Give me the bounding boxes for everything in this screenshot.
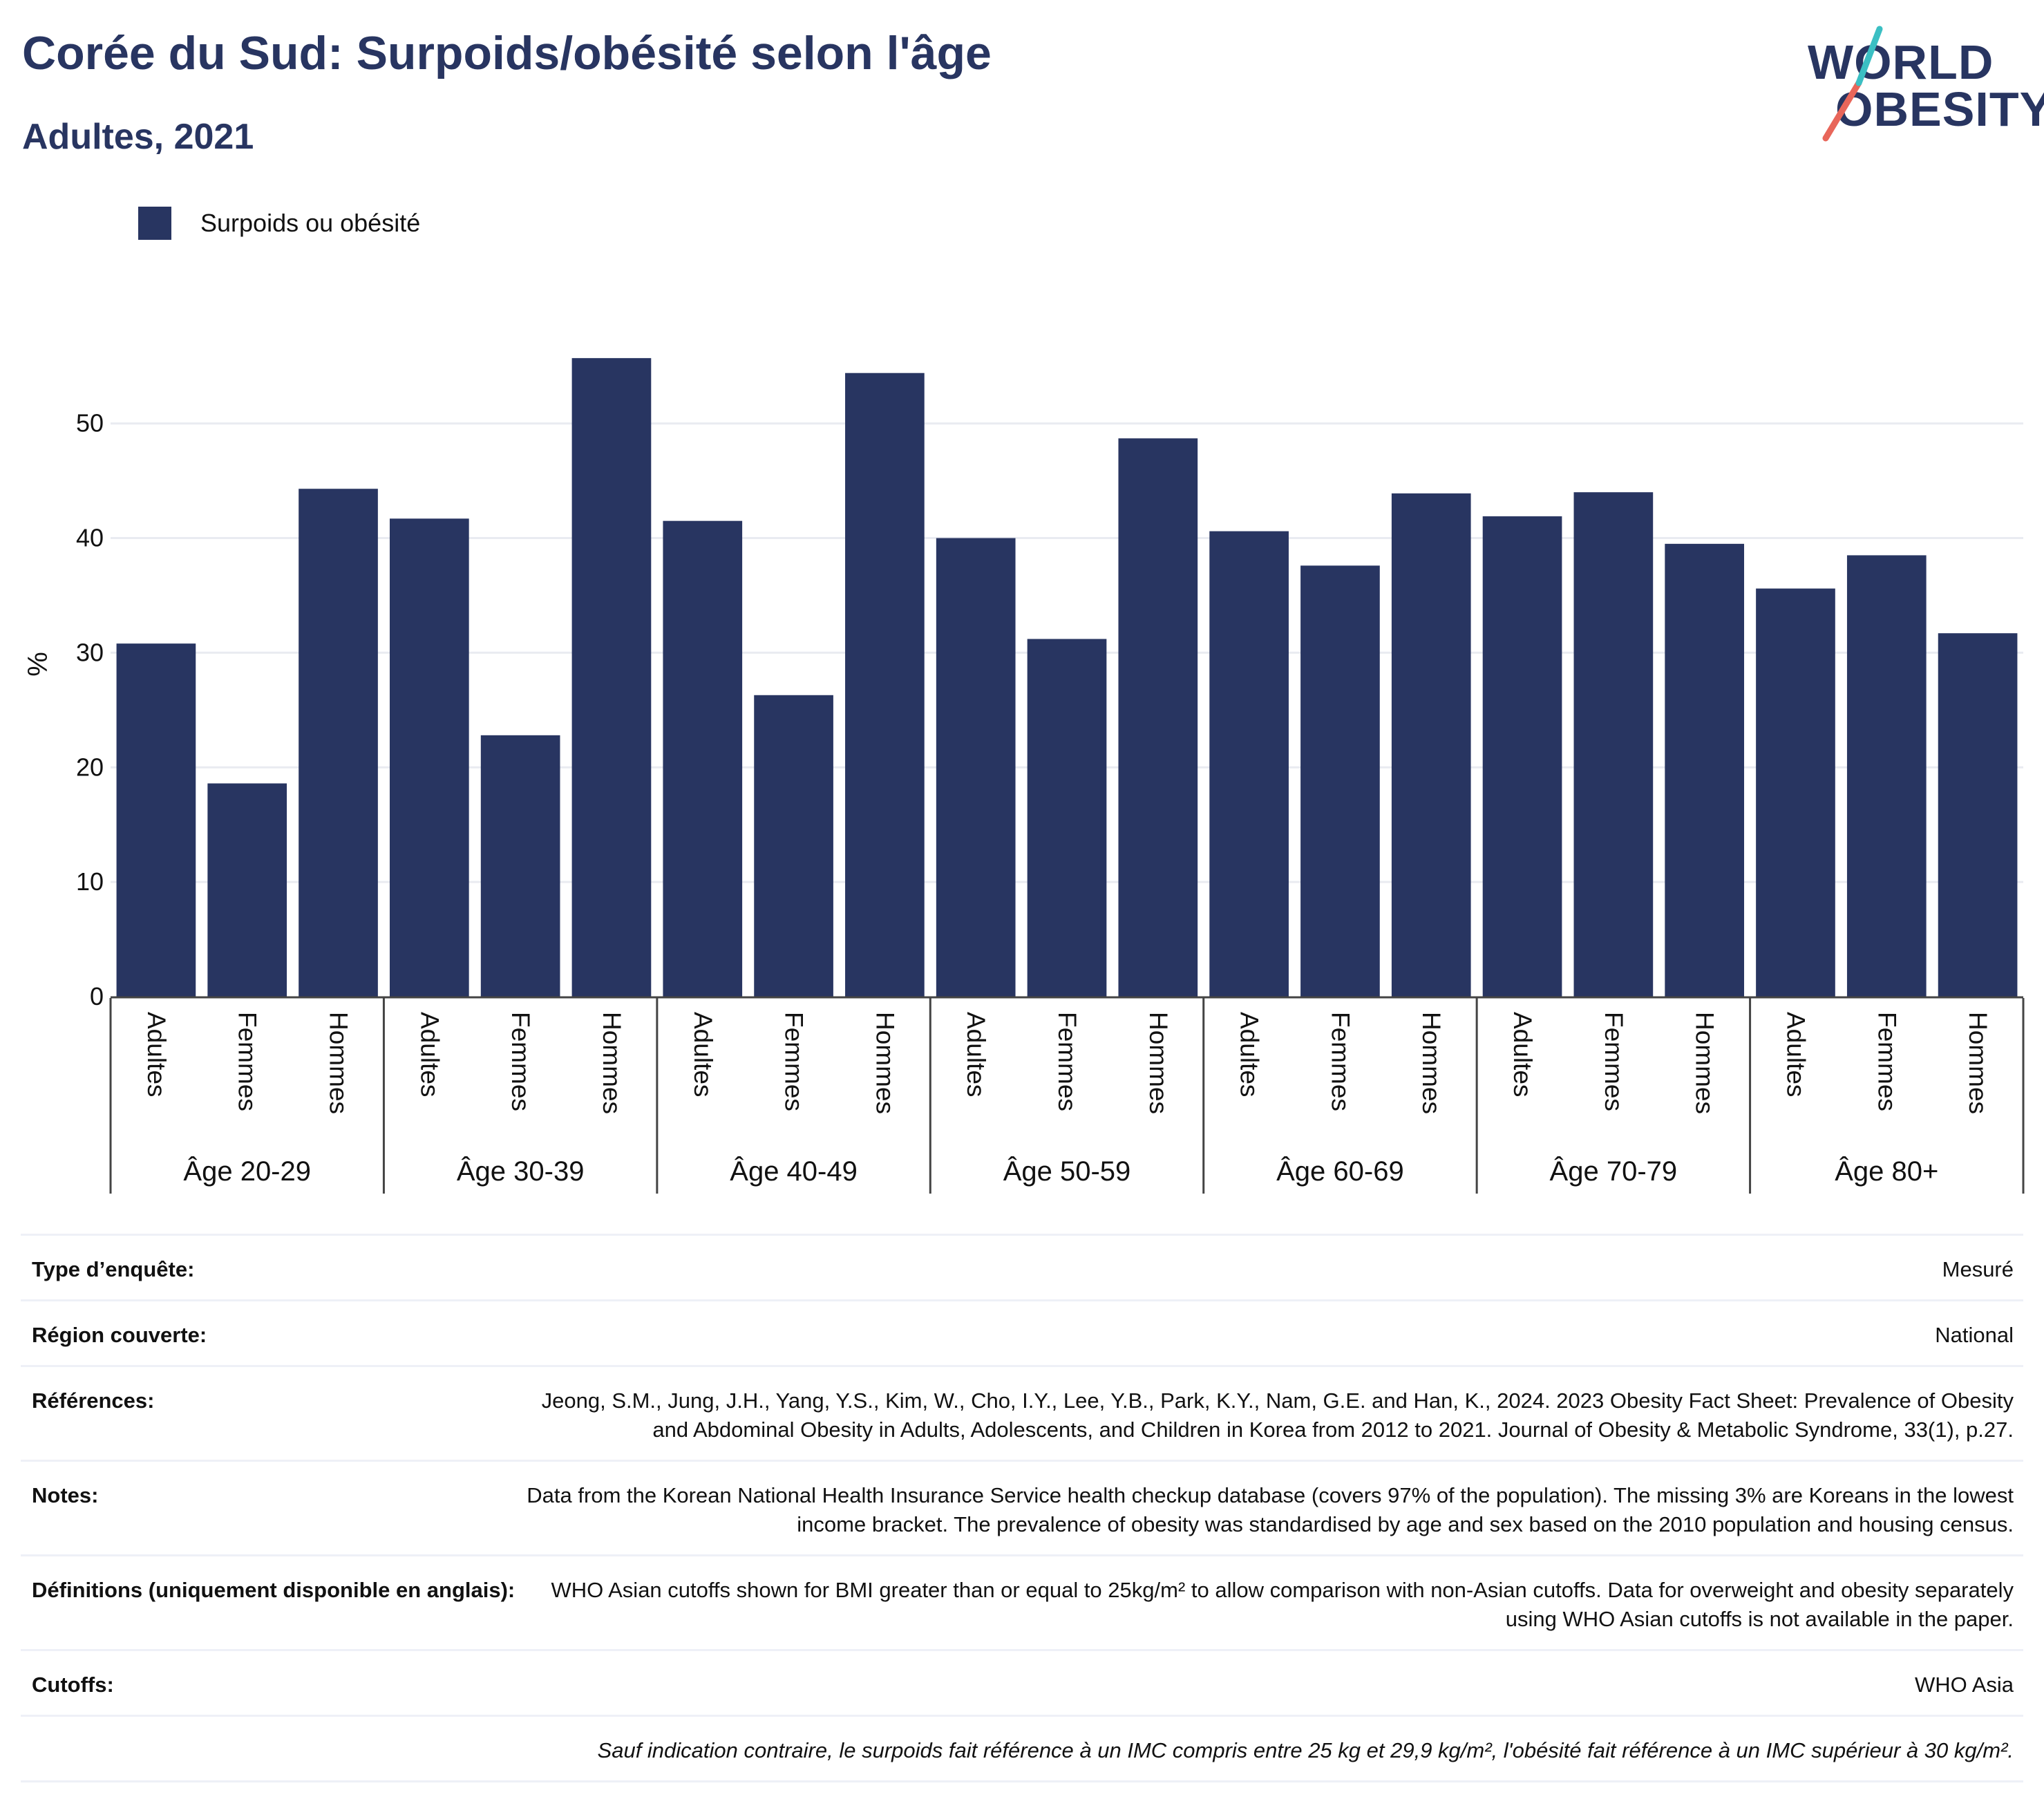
- bar: [754, 695, 833, 997]
- y-tick-label: 40: [76, 524, 104, 552]
- bar: [480, 735, 560, 997]
- group-label: Âge 50-59: [1003, 1156, 1131, 1187]
- meta-value: WHO Asian cutoffs shown for BMI greater …: [551, 1578, 2014, 1631]
- group-label: Âge 40-49: [730, 1156, 858, 1187]
- chart-subtitle: Adultes, 2021: [22, 117, 254, 157]
- y-tick-label: 0: [90, 982, 104, 1010]
- bar: [1482, 516, 1562, 997]
- x-tick-label: Femmes: [234, 1012, 262, 1111]
- bar: [1027, 639, 1107, 997]
- meta-value: National: [1935, 1323, 2014, 1347]
- x-tick-label: Femmes: [1326, 1012, 1354, 1111]
- x-tick-label: Femmes: [1053, 1012, 1081, 1111]
- world-obesity-logo: WORLD OBESITY: [1797, 21, 2044, 145]
- x-tick-label: Adultes: [1508, 1012, 1537, 1097]
- meta-key: Cutoffs:: [32, 1673, 114, 1697]
- y-axis-label: %: [23, 652, 53, 677]
- group-label: Âge 30-39: [457, 1156, 585, 1187]
- group-label: Âge 80+: [1835, 1156, 1938, 1187]
- x-tick-label: Hommes: [1691, 1012, 1719, 1114]
- x-tick-label: Hommes: [1417, 1012, 1446, 1114]
- chart-legend: Surpoids ou obésité: [138, 206, 420, 241]
- meta-value: Mesuré: [1942, 1257, 2014, 1281]
- x-tick-label: Adultes: [962, 1012, 990, 1097]
- meta-row-survey-type: Type d’enquête: Mesuré: [21, 1234, 2023, 1299]
- x-tick-label: Femmes: [507, 1012, 535, 1111]
- footnote: Sauf indication contraire, le surpoids f…: [597, 1738, 2014, 1762]
- bar: [1391, 493, 1471, 997]
- meta-row-cutoffs: Cutoffs: WHO Asia: [21, 1649, 2023, 1715]
- bar: [1118, 438, 1198, 997]
- x-tick-label: Femmes: [1873, 1012, 1901, 1111]
- meta-row-region: Région couverte: National: [21, 1299, 2023, 1365]
- bar: [1846, 555, 1927, 997]
- x-tick-label: Femmes: [1600, 1012, 1628, 1111]
- meta-value: Data from the Korean National Health Ins…: [527, 1483, 2014, 1536]
- x-tick-label: Adultes: [142, 1012, 171, 1097]
- meta-row-references: Références: Jeong, S.M., Jung, J.H., Yan…: [21, 1365, 2023, 1460]
- group-label: Âge 70-79: [1550, 1156, 1678, 1187]
- bar: [1209, 531, 1289, 997]
- bar: [663, 520, 743, 997]
- group-label: Âge 20-29: [183, 1156, 311, 1187]
- y-tick-label: 20: [76, 753, 104, 781]
- x-tick-label: Hommes: [325, 1012, 353, 1114]
- meta-key: Définitions (uniquement disponible en an…: [32, 1578, 515, 1602]
- bar: [1300, 565, 1380, 997]
- x-tick-label: Femmes: [780, 1012, 808, 1111]
- x-tick-label: Adultes: [415, 1012, 444, 1097]
- chart-title: Corée du Sud: Surpoids/obésité selon l'â…: [22, 27, 992, 79]
- logo-line-1: WORLD: [1808, 35, 1994, 89]
- x-tick-label: Adultes: [689, 1012, 717, 1097]
- bar: [207, 783, 287, 997]
- x-tick-label: Adultes: [1781, 1012, 1810, 1097]
- bar: [845, 373, 925, 997]
- legend-label: Surpoids ou obésité: [200, 209, 421, 237]
- bar: [1665, 543, 1745, 997]
- bar: [1938, 633, 2018, 997]
- meta-key: Type d’enquête:: [32, 1257, 195, 1281]
- logo-line-2: OBESITY: [1835, 82, 2044, 136]
- meta-row-notes: Notes: Data from the Korean National Hea…: [21, 1460, 2023, 1554]
- bar: [116, 643, 196, 997]
- meta-row-footnote: Sauf indication contraire, le surpoids f…: [21, 1715, 2023, 1782]
- metadata-table: Type d’enquête: Mesuré Région couverte: …: [21, 1234, 2023, 1782]
- bar: [1573, 492, 1654, 997]
- bar-chart: 0 10 20 30 40 50% Adultes Femmes Hommes Adultes Fe…: [23, 358, 2025, 1194]
- x-tick-label: Hommes: [871, 1012, 899, 1114]
- meta-value: Jeong, S.M., Jung, J.H., Yang, Y.S., Kim…: [541, 1388, 2014, 1442]
- group-label: Âge 60-69: [1276, 1156, 1404, 1187]
- meta-value: WHO Asia: [1915, 1673, 2014, 1697]
- x-tick-label: Hommes: [1144, 1012, 1173, 1114]
- meta-key: Références:: [32, 1388, 155, 1413]
- x-tick-label: Adultes: [1236, 1012, 1264, 1097]
- bar: [936, 538, 1016, 997]
- x-tick-label: Hommes: [598, 1012, 626, 1114]
- y-tick-label: 50: [76, 409, 104, 437]
- meta-key: Région couverte:: [32, 1323, 207, 1347]
- bar: [1756, 588, 1835, 997]
- legend-swatch: [138, 207, 171, 240]
- y-tick-label: 10: [76, 867, 104, 896]
- bar: [571, 358, 652, 997]
- bar: [389, 518, 469, 997]
- logo-slash-icon: [1822, 26, 1883, 142]
- bar: [299, 489, 378, 997]
- y-tick-label: 30: [76, 638, 104, 666]
- meta-key: Notes:: [32, 1483, 99, 1507]
- x-tick-label: Hommes: [1964, 1012, 1992, 1114]
- meta-row-definitions: Définitions (uniquement disponible en an…: [21, 1554, 2023, 1649]
